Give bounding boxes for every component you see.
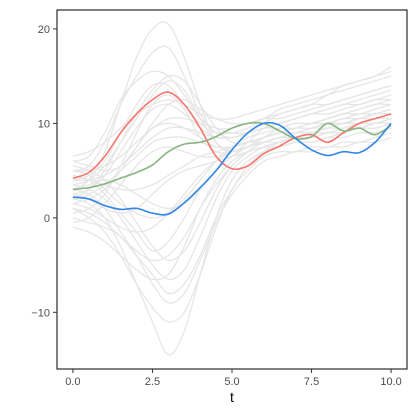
background-series-line-27 <box>72 108 392 233</box>
y-tick-label: −10 <box>31 307 50 319</box>
x-tick-label: 7.5 <box>304 376 319 388</box>
red-series-line <box>72 91 392 179</box>
background-series-line-28 <box>72 74 392 200</box>
y-tick-label: 10 <box>38 118 50 130</box>
y-axis: −10 0 10 20 <box>31 24 57 319</box>
background-series-line-2 <box>72 118 392 356</box>
x-tick-label: 2.5 <box>145 376 160 388</box>
background-series-line-20 <box>72 113 392 262</box>
x-axis: 0.0 2.5 5.0 7.5 10.0 <box>65 369 402 388</box>
series-layer <box>72 21 392 356</box>
x-tick-label: 10.0 <box>380 376 401 388</box>
x-axis-title: t <box>230 389 234 405</box>
x-tick-label: 5.0 <box>224 376 239 388</box>
y-tick-label: 20 <box>38 24 50 36</box>
green-series-line <box>72 121 392 191</box>
background-series-line-25 <box>72 108 392 210</box>
blue-series-line <box>72 121 392 216</box>
background-series-line-23 <box>72 84 392 172</box>
y-tick-label: 0 <box>44 213 50 225</box>
x-tick-label: 0.0 <box>65 376 80 388</box>
background-series-line-15 <box>72 70 392 158</box>
background-series-line-14 <box>72 136 392 304</box>
